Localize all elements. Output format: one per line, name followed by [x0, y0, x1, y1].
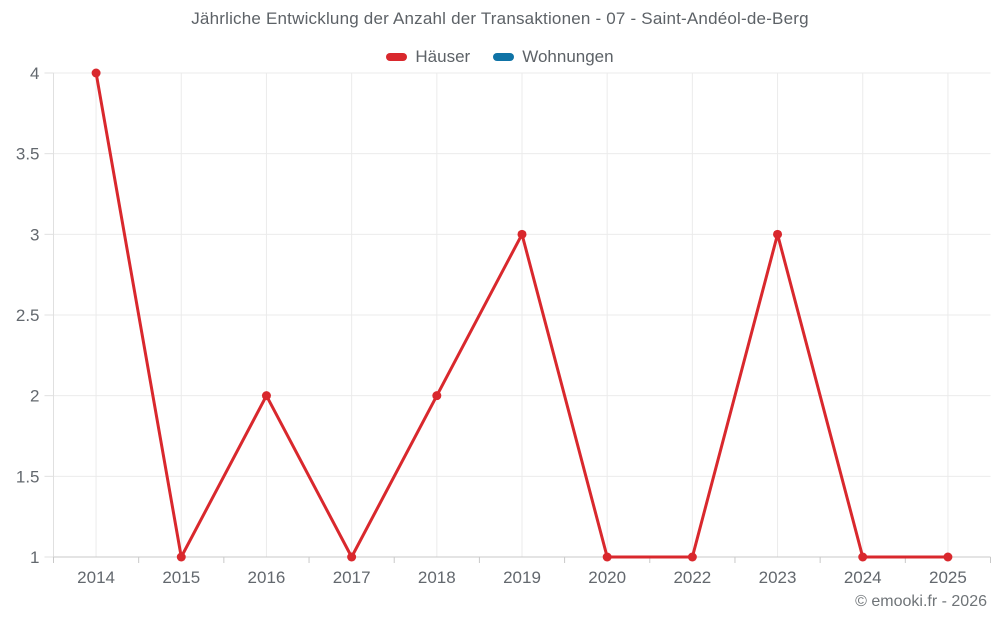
x-axis-label: 2014 [77, 568, 115, 587]
data-point-hauser-2020[interactable] [602, 552, 612, 562]
data-point-hauser-2024[interactable] [858, 552, 868, 562]
legend-label: Wohnungen [522, 47, 614, 66]
data-point-hauser-2016[interactable] [261, 391, 271, 401]
legend-swatch-wohnungen [493, 53, 515, 61]
data-point-hauser-2017[interactable] [347, 552, 357, 562]
x-axis-label: 2024 [844, 568, 882, 587]
legend-item-wohnungen[interactable]: Wohnungen [493, 47, 614, 67]
data-point-hauser-2022[interactable] [687, 552, 697, 562]
data-point-hauser-2025[interactable] [943, 552, 953, 562]
x-axis-label: 2019 [503, 568, 541, 587]
x-axis-label: 2017 [333, 568, 371, 587]
watermark-text: © emooki.fr - 2026 [855, 593, 987, 610]
legend-label: Häuser [415, 47, 471, 66]
x-axis-label: 2016 [248, 568, 286, 587]
data-point-hauser-2019[interactable] [517, 229, 527, 239]
y-axis-label: 3.5 [16, 145, 40, 164]
x-axis-label: 2020 [588, 568, 626, 587]
y-axis-label: 1 [30, 548, 39, 567]
x-axis-label: 2022 [673, 568, 711, 587]
y-axis-label: 4 [30, 64, 39, 83]
x-axis-label: 2018 [418, 568, 456, 587]
x-axis-label: 2015 [162, 568, 200, 587]
y-axis-label: 2 [30, 387, 39, 406]
data-point-hauser-2014[interactable] [91, 68, 101, 78]
legend-swatch-hauser [386, 53, 408, 61]
x-axis-label: 2023 [759, 568, 797, 587]
x-axis-label: 2025 [929, 568, 967, 587]
chart-title: Jährliche Entwicklung der Anzahl der Tra… [191, 9, 809, 28]
chart-legend: Häuser Wohnungen [0, 46, 1000, 68]
legend-item-hauser[interactable]: Häuser [386, 47, 470, 67]
y-axis-label: 3 [30, 225, 39, 244]
y-axis-label: 2.5 [16, 306, 40, 325]
data-point-hauser-2018[interactable] [432, 391, 442, 401]
data-point-hauser-2023[interactable] [773, 229, 783, 239]
data-point-hauser-2015[interactable] [176, 552, 186, 562]
y-axis-label: 1.5 [16, 467, 40, 486]
